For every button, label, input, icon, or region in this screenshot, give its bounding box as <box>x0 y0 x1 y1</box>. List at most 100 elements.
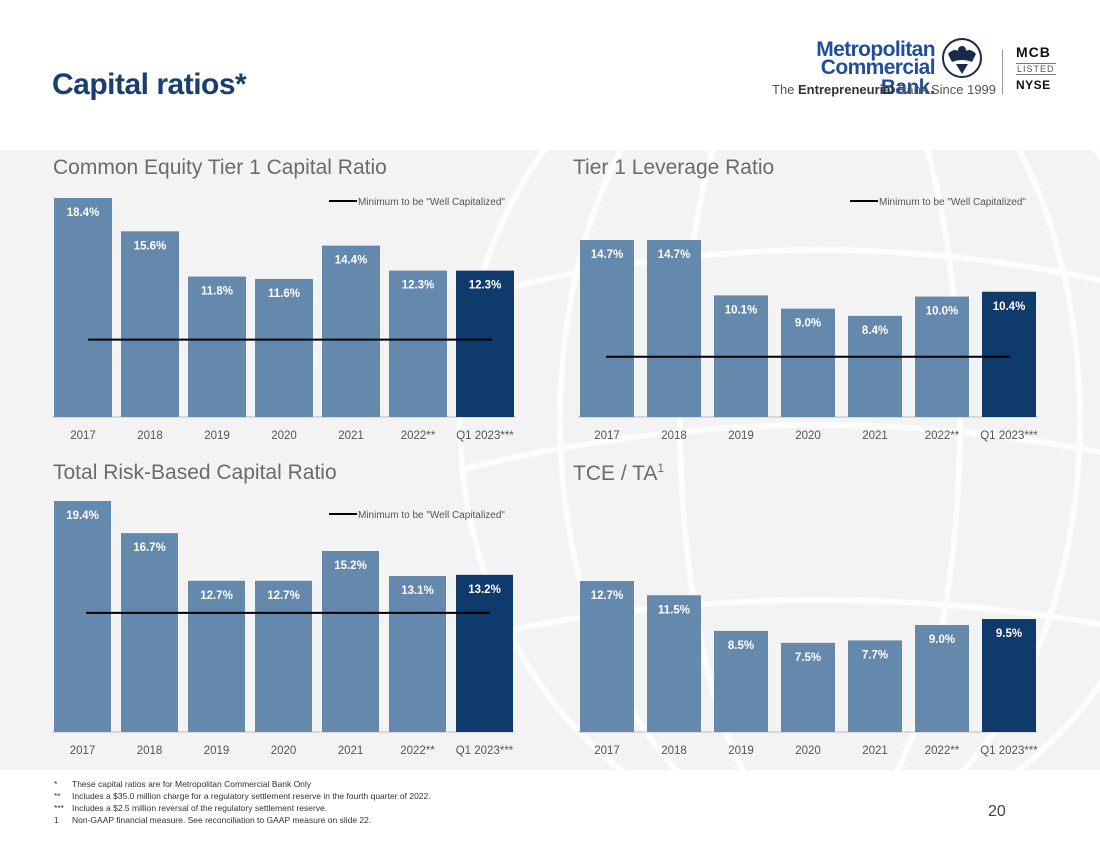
bar-2017 <box>54 198 112 417</box>
bar-2020 <box>781 642 835 732</box>
bar-2018 <box>121 231 179 417</box>
chart-tier1-leverage-ratio: 14.7% 2017 14.7% 2018 10.1% 2019 9.0% 2020 8.4% 2… <box>578 197 1038 442</box>
x-tick-label: 2022** <box>925 745 960 757</box>
data-label: 15.2% <box>334 560 367 572</box>
x-tick-label: 2021 <box>338 430 364 442</box>
footnote-mark: 1 <box>54 815 59 825</box>
data-label: 10.1% <box>725 304 758 316</box>
data-label: 14.7% <box>591 249 624 261</box>
data-label: 15.6% <box>134 240 167 252</box>
tce-ta-title-superscript: 1 <box>657 461 665 475</box>
footnote-text: Includes a $35.0 million charge for a re… <box>72 791 431 801</box>
page-number: 20 <box>988 803 1006 820</box>
bar-2021 <box>848 315 902 417</box>
data-label: 10.4% <box>993 301 1026 313</box>
bar-2021 <box>322 245 380 417</box>
footnote-text: These capital ratios are for Metropolita… <box>72 779 312 789</box>
x-tick-label: 2018 <box>137 745 163 757</box>
x-tick-label: Q1 2023*** <box>980 430 1038 442</box>
data-label: 8.5% <box>728 640 754 652</box>
bar-2020 <box>255 580 312 732</box>
logo-divider <box>1002 50 1003 94</box>
footnote-row: *** Includes a $2.5 million reversal of t… <box>54 802 431 814</box>
bar-2022- <box>389 270 447 417</box>
bar-2018 <box>121 533 178 732</box>
data-label: 13.2% <box>468 584 501 596</box>
chart-title-tier1-leverage: Tier 1 Leverage Ratio <box>573 156 775 179</box>
x-tick-label: 2018 <box>661 745 687 757</box>
data-label: 19.4% <box>66 510 99 522</box>
x-tick-label: 2017 <box>70 745 96 757</box>
tagline-bold: Entrepreneurial <box>798 82 895 97</box>
x-tick-label: 2017 <box>70 430 96 442</box>
chart-tce-ta: 12.7% 2017 11.5% 2018 8.5% 2019 7.5% 2020 7.7% 20… <box>578 581 1038 757</box>
legend-label: Minimum to be "Well Capitalized" <box>879 197 1026 208</box>
bar-2021 <box>848 640 902 732</box>
legend-label: Minimum to be "Well Capitalized" <box>358 197 505 208</box>
bar-2022- <box>389 576 446 732</box>
chart-title-cet1: Common Equity Tier 1 Capital Ratio <box>53 156 387 179</box>
data-label: 14.4% <box>335 255 368 267</box>
x-tick-label: Q1 2023*** <box>456 430 514 442</box>
eagle-icon <box>942 38 982 78</box>
x-tick-label: 2020 <box>271 745 297 757</box>
data-label: 12.3% <box>469 280 502 292</box>
data-label: 7.7% <box>862 649 888 661</box>
data-label: 11.8% <box>201 286 233 298</box>
footnote-text: Includes a $2.5 million reversal of the … <box>72 803 328 813</box>
page-title: Capital ratios* <box>52 68 247 101</box>
tagline-pre: The <box>772 82 799 97</box>
data-label: 18.4% <box>67 207 100 219</box>
footnote-mark: * <box>54 779 58 789</box>
data-label: 9.5% <box>996 628 1022 640</box>
logo-name-line1: Metropolitan <box>816 38 935 61</box>
x-tick-label: 2020 <box>795 745 821 757</box>
legend-label: Minimum to be "Well Capitalized" <box>358 510 505 521</box>
x-tick-label: 2021 <box>862 430 888 442</box>
bar-q1-2023- <box>982 619 1036 732</box>
bar-2017 <box>580 240 634 417</box>
logo-ticker: MCB <box>1016 44 1051 60</box>
bar-2020 <box>781 308 835 417</box>
footnote-text: Non-GAAP financial measure. See reconcil… <box>72 815 372 825</box>
data-label: 8.4% <box>862 325 888 337</box>
x-tick-label: 2021 <box>338 745 364 757</box>
x-tick-label: 2019 <box>728 745 754 757</box>
data-label: 16.7% <box>133 542 166 554</box>
bar-q1-2023- <box>456 574 513 732</box>
data-label: 11.5% <box>658 604 690 616</box>
chart-title-tce-ta: TCE / TA1 <box>573 461 664 486</box>
x-tick-label: 2022** <box>401 430 436 442</box>
company-logo: Metropolitan Commercial Bank. The Entrep… <box>768 36 1068 106</box>
footnote-mark: *** <box>54 803 64 813</box>
footnote-row: * These capital ratios are for Metropolit… <box>54 778 431 790</box>
x-tick-label: Q1 2023*** <box>980 745 1038 757</box>
x-tick-label: 2019 <box>204 430 230 442</box>
data-label: 12.3% <box>402 280 435 292</box>
tce-ta-title-text: TCE / TA <box>573 462 658 485</box>
x-tick-label: 2018 <box>661 430 687 442</box>
footnotes: * These capital ratios are for Metropolit… <box>54 778 431 826</box>
x-tick-label: 2020 <box>271 430 297 442</box>
x-tick-label: 2021 <box>862 745 888 757</box>
data-label: 12.7% <box>591 590 624 602</box>
bar-2017 <box>54 501 111 732</box>
footnote-row: ** Includes a $35.0 million charge for a … <box>54 790 431 802</box>
data-label: 7.5% <box>795 652 821 664</box>
bar-2018 <box>647 595 701 732</box>
x-tick-label: 2022** <box>400 745 435 757</box>
footnote-mark: ** <box>54 791 61 801</box>
bar-2018 <box>647 240 701 417</box>
bar-2017 <box>580 581 634 732</box>
bar-2021 <box>322 551 379 732</box>
logo-name-line2: Commercial Bank. <box>820 56 936 99</box>
tagline-post: Bank Since 1999 <box>894 82 997 97</box>
x-tick-label: Q1 2023*** <box>456 745 514 757</box>
x-tick-label: 2018 <box>137 430 163 442</box>
bar-2019 <box>188 276 246 417</box>
logo-tagline: The Entrepreneurial Bank Since 1999 <box>772 82 996 97</box>
data-label: 9.0% <box>929 634 955 646</box>
chart-cet1-ratio: 18.4% 2017 15.6% 2018 11.8% 2019 11.6% 2020 14.4… <box>52 197 516 442</box>
bar-q1-2023- <box>982 291 1036 417</box>
data-label: 14.7% <box>658 249 691 261</box>
